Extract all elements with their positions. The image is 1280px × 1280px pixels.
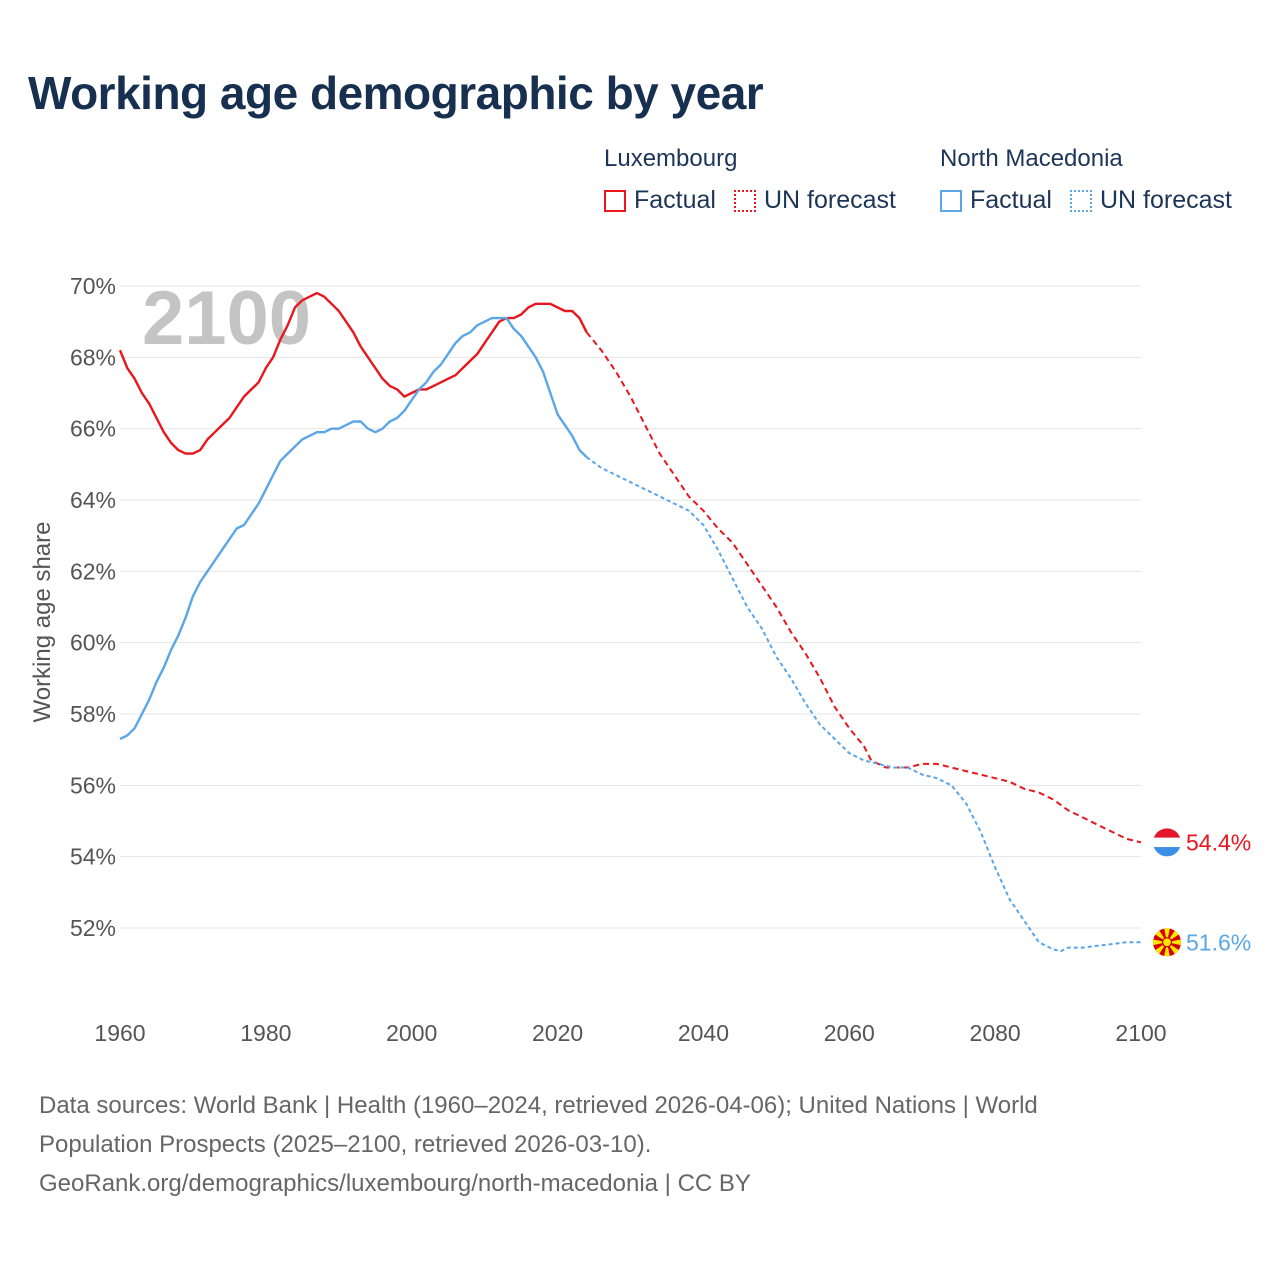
luxembourg-factual-line xyxy=(118,291,588,455)
legend-swatch-dotted xyxy=(733,189,756,212)
luxembourg-forecast-line xyxy=(585,331,1142,844)
legend-group-name: Luxembourg xyxy=(604,145,738,172)
chart-title: Working age demographic by year xyxy=(28,67,764,119)
legend-luxembourg-forecast[interactable]: UN forecast xyxy=(733,186,896,215)
x-tick-label: 1960 xyxy=(94,1020,145,1046)
legend-swatch-solid xyxy=(604,189,626,212)
x-tick-label: 2100 xyxy=(1115,1020,1166,1046)
y-tick-label: 68% xyxy=(70,344,116,370)
legend-swatch-solid xyxy=(940,189,962,212)
y-tick-label: 62% xyxy=(70,558,116,584)
y-tick-label: 66% xyxy=(70,416,116,442)
y-tick-label: 54% xyxy=(70,844,116,870)
legend-north-macedonia-forecast[interactable]: UN forecast xyxy=(1069,186,1232,215)
legend-label: Factual xyxy=(970,186,1052,214)
flag-north-macedonia-icon xyxy=(1153,928,1181,957)
x-tick-label: 2000 xyxy=(386,1020,437,1046)
y-tick-label: 64% xyxy=(70,487,116,513)
legend-label: UN forecast xyxy=(1099,186,1232,214)
legend-group-name: North Macedonia xyxy=(940,145,1123,172)
legend-label: Factual xyxy=(634,186,716,214)
x-tick-label: 2060 xyxy=(824,1020,875,1046)
x-tick-label: 2020 xyxy=(532,1020,583,1046)
end-value-label: 51.6% xyxy=(1186,929,1251,955)
end-value-label: 54.4% xyxy=(1186,829,1251,855)
sources-link[interactable]: GeoRank.org/demographics/luxembourg/nort… xyxy=(39,1170,751,1197)
flag-luxembourg-icon xyxy=(1153,828,1181,857)
x-tick-label: 2080 xyxy=(970,1020,1021,1046)
legend-luxembourg-factual[interactable]: Factual xyxy=(604,186,716,215)
north-macedonia-forecast-line xyxy=(586,456,1141,953)
sources-line-1: Data sources: World Bank | Health (1960–… xyxy=(39,1092,1038,1119)
legend-north-macedonia-factual[interactable]: Factual xyxy=(940,186,1052,215)
year-watermark: 2100 xyxy=(142,276,311,361)
sources-line-2: Population Prospects (2025–2100, retriev… xyxy=(39,1131,652,1158)
y-tick-label: 52% xyxy=(70,915,116,941)
y-tick-label: 60% xyxy=(70,630,116,656)
north-macedonia-factual-line xyxy=(119,316,588,741)
legend-group-north-macedonia: North Macedonia Factual UN forecast xyxy=(940,144,1232,215)
line-chart: 2100 Working age share 52% 54% 56% 58% 60% 62… xyxy=(29,273,1251,1046)
data-sources: Data sources: World Bank | Health (1960–… xyxy=(39,1086,1239,1203)
legend-group-luxembourg: Luxembourg Factual UN forecast xyxy=(604,144,896,215)
y-tick-label: 58% xyxy=(70,701,116,727)
y-tick-label: 70% xyxy=(70,273,116,299)
x-tick-label: 2040 xyxy=(678,1020,729,1046)
y-axis-label: Working age share xyxy=(29,522,56,723)
legend-label: UN forecast xyxy=(763,186,896,214)
y-tick-label: 56% xyxy=(70,772,116,798)
x-tick-label: 1980 xyxy=(240,1020,291,1046)
legend-swatch-dotted xyxy=(1069,189,1092,212)
